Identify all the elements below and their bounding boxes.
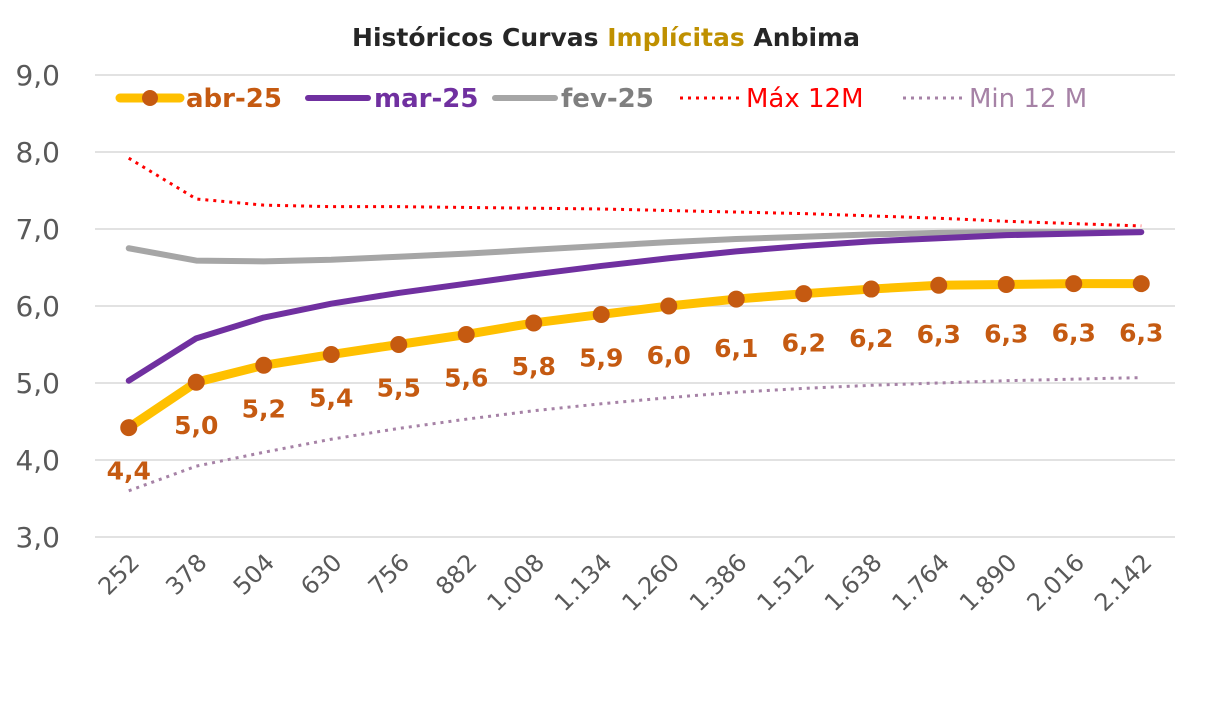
series-group (120, 156, 1150, 493)
data-label: 5,6 (444, 363, 488, 392)
chart-title-part-highlight: Implícitas (607, 23, 744, 52)
y-tick-label: 8,0 (15, 136, 60, 169)
y-tick-label: 3,0 (15, 521, 60, 554)
data-point-marker (997, 275, 1015, 293)
x-axis: 252 378 504 630 756 882 1.008 1.134 1.260 1.386 1.… (93, 548, 1158, 616)
data-point-marker (1065, 275, 1083, 293)
series-line-abr-25 (124, 279, 1146, 433)
data-point-marker (255, 356, 273, 374)
data-point-marker (120, 419, 138, 437)
data-labels: 4,4 5,0 5,2 5,4 5,5 5,6 5,8 5,9 6,0 6,1 6,2 6,2 6,3 6… (107, 319, 1164, 486)
legend-label: mar-25 (374, 84, 478, 114)
data-point-marker (592, 305, 610, 323)
y-tick-label: 5,0 (15, 367, 60, 400)
x-tick-label: 1.008 (482, 548, 550, 616)
chart-title-part: Anbima (745, 23, 860, 52)
data-label: 6,3 (917, 320, 961, 349)
x-tick-label: 1.764 (887, 548, 955, 616)
data-point-marker (660, 297, 678, 315)
series-line-Máx 12M (127, 156, 1142, 228)
legend-label: fev-25 (561, 84, 654, 114)
data-label: 4,4 (107, 457, 151, 486)
data-label: 5,8 (512, 352, 556, 381)
x-tick-label: 1.638 (819, 548, 887, 616)
data-label: 5,5 (377, 374, 421, 403)
data-label: 6,3 (1119, 319, 1163, 348)
x-tick-label: 1.134 (549, 548, 617, 616)
legend-label: abr-25 (186, 84, 282, 114)
x-tick-label: 2.016 (1022, 548, 1090, 616)
series-line-fev-25 (125, 229, 1145, 265)
data-label: 5,9 (579, 343, 623, 372)
data-label: 5,4 (309, 384, 353, 413)
data-point-marker (457, 325, 475, 343)
data-point-marker (1132, 275, 1150, 293)
data-label: 6,2 (849, 324, 893, 353)
data-point-marker (187, 373, 205, 391)
legend: abr-25 mar-25 fev-25 Máx 12M Min 12 M (115, 84, 1087, 114)
x-tick-label: 882 (430, 548, 482, 600)
data-point-marker (390, 336, 408, 353)
chart-title: Históricos Curvas Implícitas Anbima (352, 23, 860, 52)
x-tick-label: 630 (295, 548, 347, 600)
x-tick-label: 504 (228, 548, 280, 600)
legend-label: Min 12 M (969, 84, 1087, 114)
x-tick-label: 2.142 (1089, 548, 1157, 616)
y-tick-label: 4,0 (15, 444, 60, 477)
y-tick-label: 6,0 (15, 290, 60, 323)
gridlines (95, 74, 1175, 538)
data-label: 5,0 (174, 411, 218, 440)
x-tick-label: 1.512 (752, 548, 820, 616)
y-tick-label: 7,0 (15, 213, 60, 246)
data-point-marker (525, 314, 543, 332)
series-line-mar-25 (125, 229, 1145, 384)
data-point-marker (727, 290, 745, 308)
data-point-marker (322, 346, 340, 364)
data-point-marker (930, 276, 948, 294)
data-point-marker (862, 280, 880, 298)
data-label: 6,0 (647, 341, 691, 370)
x-tick-label: 252 (93, 548, 145, 600)
legend-label: Máx 12M (746, 84, 864, 114)
x-tick-label: 756 (363, 548, 415, 600)
data-point-marker (795, 285, 813, 303)
data-label: 6,3 (1052, 319, 1096, 348)
data-label: 6,3 (984, 319, 1028, 348)
x-tick-label: 378 (160, 548, 212, 600)
x-tick-label: 1.260 (617, 548, 685, 616)
x-tick-label: 1.386 (684, 548, 752, 616)
data-label: 6,1 (714, 334, 758, 363)
legend-marker (142, 90, 158, 106)
y-axis: 3,0 4,0 5,0 6,0 7,0 8,0 9,0 (15, 59, 60, 554)
y-tick-label: 9,0 (15, 59, 60, 92)
chart-title-part: Históricos Curvas (352, 23, 607, 52)
data-label: 5,2 (242, 394, 286, 423)
data-label: 6,2 (782, 329, 826, 358)
x-tick-label: 1.890 (954, 548, 1022, 616)
